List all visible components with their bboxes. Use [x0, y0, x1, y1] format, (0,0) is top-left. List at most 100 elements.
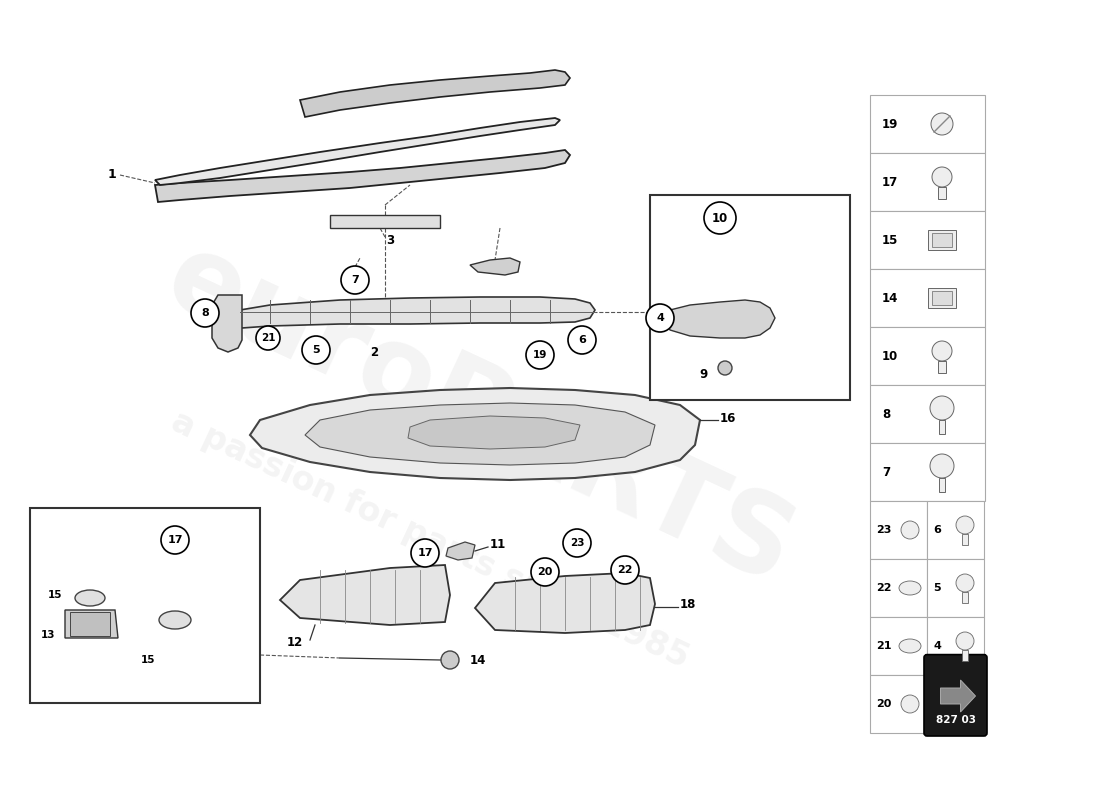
Polygon shape	[446, 542, 475, 560]
Circle shape	[411, 539, 439, 567]
Circle shape	[956, 632, 974, 650]
Circle shape	[718, 361, 732, 375]
Bar	[962, 592, 968, 603]
Text: 20: 20	[876, 699, 891, 709]
Bar	[870, 269, 984, 327]
Text: 2: 2	[370, 346, 378, 358]
Text: a passion for parts since 1985: a passion for parts since 1985	[166, 405, 694, 675]
Text: 15: 15	[882, 234, 899, 246]
Text: 21: 21	[261, 333, 275, 343]
Bar	[928, 288, 956, 308]
Text: 4: 4	[933, 641, 940, 651]
Text: 17: 17	[417, 548, 432, 558]
FancyBboxPatch shape	[924, 654, 987, 736]
Bar	[932, 291, 952, 305]
Circle shape	[901, 521, 918, 539]
Polygon shape	[300, 70, 570, 117]
Circle shape	[341, 266, 368, 294]
Polygon shape	[305, 403, 654, 465]
Bar	[932, 233, 952, 247]
Text: 21: 21	[876, 641, 891, 651]
Polygon shape	[470, 258, 520, 275]
Circle shape	[956, 574, 974, 592]
Text: 11: 11	[490, 538, 506, 551]
Polygon shape	[940, 680, 976, 712]
Bar	[870, 385, 984, 443]
Text: 16: 16	[720, 411, 736, 425]
Text: 8: 8	[882, 407, 890, 421]
Polygon shape	[155, 150, 570, 202]
Text: 10: 10	[882, 350, 899, 362]
Text: 6: 6	[579, 335, 586, 345]
Text: 22: 22	[876, 583, 891, 593]
Bar	[70, 612, 110, 636]
Polygon shape	[233, 297, 595, 328]
Circle shape	[563, 529, 591, 557]
Bar	[962, 650, 968, 661]
Circle shape	[191, 299, 219, 327]
Text: 14: 14	[882, 291, 899, 305]
Text: 19: 19	[882, 118, 899, 130]
Ellipse shape	[160, 611, 191, 629]
Text: euroPARTS: euroPARTS	[150, 223, 811, 607]
Bar	[927, 501, 984, 559]
Circle shape	[531, 558, 559, 586]
Polygon shape	[212, 295, 242, 352]
Bar	[870, 95, 984, 153]
Text: 13: 13	[41, 630, 55, 640]
Text: 6: 6	[933, 525, 940, 535]
Text: 1: 1	[108, 169, 117, 182]
Bar	[870, 675, 927, 733]
Bar	[927, 617, 984, 675]
Text: 5: 5	[312, 345, 320, 355]
Text: 18: 18	[680, 598, 696, 611]
Circle shape	[302, 336, 330, 364]
Bar	[928, 230, 956, 250]
Text: 23: 23	[570, 538, 584, 548]
Text: 9: 9	[698, 367, 707, 381]
Ellipse shape	[899, 581, 921, 595]
Circle shape	[931, 113, 953, 135]
Text: 7: 7	[882, 466, 890, 478]
Bar	[938, 361, 946, 373]
Text: 15: 15	[47, 590, 63, 600]
Bar	[870, 327, 984, 385]
Circle shape	[610, 556, 639, 584]
Bar	[870, 211, 984, 269]
Circle shape	[930, 396, 954, 420]
Polygon shape	[250, 388, 700, 480]
Polygon shape	[65, 610, 118, 638]
Circle shape	[646, 304, 674, 332]
Polygon shape	[666, 300, 776, 338]
Text: 3: 3	[386, 234, 394, 246]
Ellipse shape	[75, 590, 104, 606]
Bar	[939, 420, 945, 434]
Bar	[30, 508, 260, 703]
Ellipse shape	[899, 639, 921, 653]
Text: 22: 22	[617, 565, 632, 575]
Text: 20: 20	[537, 567, 552, 577]
Bar	[927, 559, 984, 617]
Bar	[870, 559, 927, 617]
Bar	[938, 187, 946, 199]
Circle shape	[901, 695, 918, 713]
Text: 827 03: 827 03	[935, 715, 976, 726]
Circle shape	[441, 651, 459, 669]
Polygon shape	[408, 416, 580, 449]
Circle shape	[956, 516, 974, 534]
Bar	[939, 478, 945, 492]
Text: 17: 17	[167, 535, 183, 545]
Text: 17: 17	[882, 175, 899, 189]
Bar	[870, 617, 927, 675]
Text: 14: 14	[470, 654, 486, 666]
Circle shape	[704, 202, 736, 234]
Circle shape	[526, 341, 554, 369]
Circle shape	[568, 326, 596, 354]
Text: 4: 4	[656, 313, 664, 323]
Bar	[962, 534, 968, 545]
Text: 15: 15	[141, 655, 155, 665]
Bar	[870, 443, 984, 501]
Bar	[650, 195, 850, 400]
Polygon shape	[475, 573, 654, 633]
Circle shape	[930, 454, 954, 478]
